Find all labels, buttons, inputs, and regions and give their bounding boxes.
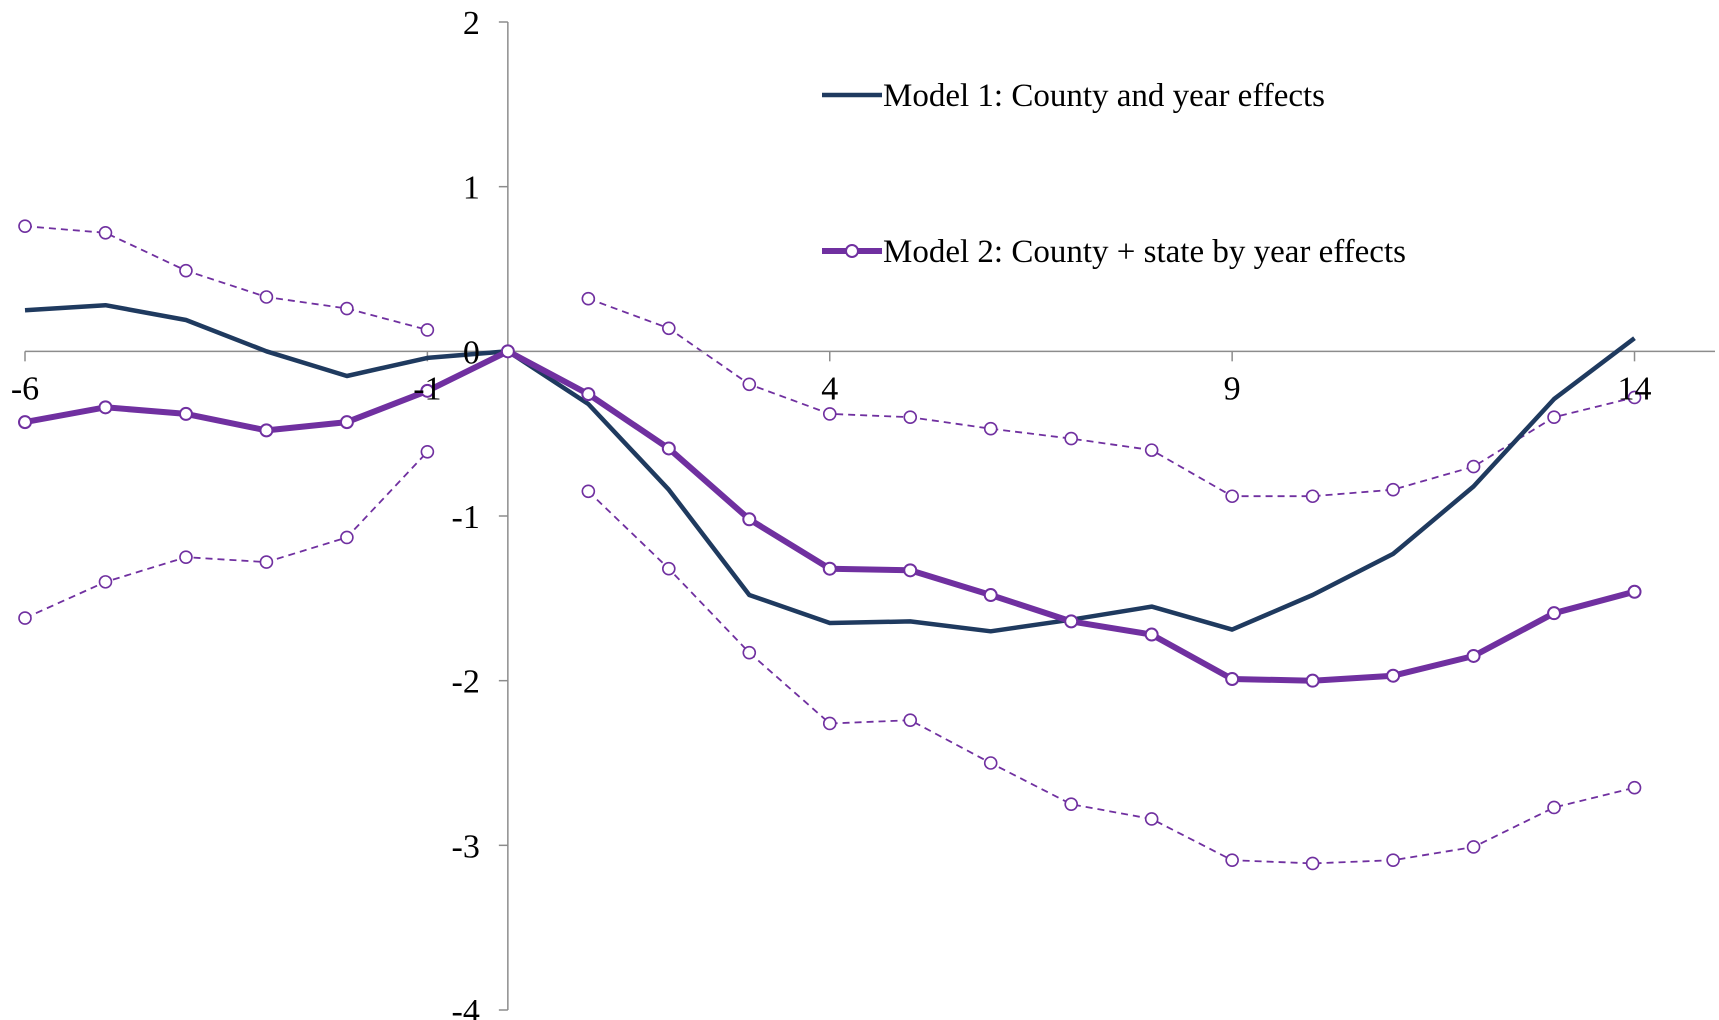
confidence-bound-line <box>587 297 1635 498</box>
x-tick-label: 4 <box>821 370 838 407</box>
confidence-bound-point <box>1064 797 1078 811</box>
confidence-bound-point <box>340 530 354 545</box>
series-point-model-2 <box>1466 648 1481 663</box>
x-tick-label: -1 <box>413 370 441 407</box>
confidence-bound-point <box>822 407 837 421</box>
confidence-bound-point <box>1144 812 1159 826</box>
series-point-model-2 <box>903 563 918 578</box>
y-tick-label: 2 <box>463 5 480 42</box>
confidence-bound-point <box>1547 410 1561 425</box>
confidence-bound-point <box>98 225 113 240</box>
confidence-bound-point <box>903 410 918 425</box>
series-point-model-2 <box>983 588 998 603</box>
series-point-model-2 <box>581 387 596 402</box>
series-point-model-2 <box>1386 668 1401 683</box>
series-point-model-2 <box>661 441 676 456</box>
series-point-model-2 <box>259 423 274 438</box>
confidence-bound-point <box>1305 856 1320 871</box>
confidence-bound-point <box>1466 840 1481 854</box>
confidence-bound-line <box>24 225 428 331</box>
confidence-bound-point <box>340 301 354 316</box>
confidence-bound-point <box>98 575 113 589</box>
series-point-model-2 <box>1627 584 1642 599</box>
series-lines <box>18 302 1642 688</box>
confidence-bound-point <box>1225 489 1239 504</box>
y-tick-label: -4 <box>452 993 480 1020</box>
series-point-model-2 <box>1547 606 1562 621</box>
confidence-bound-line <box>587 490 1635 865</box>
confidence-bound-point <box>983 756 998 770</box>
confidence-bound-point <box>1627 780 1642 795</box>
confidence-interval-layer <box>18 219 1642 871</box>
legend-swatch-marker <box>845 244 859 258</box>
axes <box>24 21 1715 1011</box>
confidence-bound-point <box>581 291 596 306</box>
series-point-model-2 <box>1064 614 1079 629</box>
confidence-bound-point <box>1225 853 1239 867</box>
x-tick-label: 9 <box>1224 370 1241 407</box>
confidence-bound-point <box>259 555 274 569</box>
confidence-bound-point <box>903 713 918 727</box>
confidence-bound-point <box>420 444 435 459</box>
confidence-bound-line <box>24 451 429 619</box>
confidence-bound-point <box>18 219 32 233</box>
y-tick-label: -1 <box>452 499 480 536</box>
series-line-model-1 <box>24 302 1636 634</box>
confidence-bound-point <box>420 323 435 337</box>
confidence-bound-point <box>581 484 596 499</box>
confidence-bound-point <box>1386 853 1400 867</box>
confidence-bound-point <box>1466 459 1481 474</box>
series-point-model-2 <box>742 512 757 527</box>
x-tick-label: -6 <box>11 370 39 407</box>
confidence-bound-point <box>742 645 757 660</box>
confidence-bound-point <box>662 561 676 576</box>
confidence-bound-point <box>1064 431 1078 446</box>
series-point-model-2 <box>420 383 435 398</box>
tick-labels: -6 -1 4 9 14 2 1 0 -1 -2 -3 -4 <box>11 5 1652 1020</box>
y-tick-label: -3 <box>452 828 480 865</box>
y-tick-label: 0 <box>463 334 480 371</box>
legend-label: Model 2: County + state by year effects <box>883 234 1406 270</box>
confidence-bound-point <box>179 263 193 278</box>
confidence-bound-point <box>662 321 676 336</box>
confidence-bound-point <box>179 550 193 564</box>
y-tick-label: 1 <box>463 170 480 207</box>
confidence-bound-point <box>822 716 837 731</box>
series-point-model-2 <box>822 561 837 576</box>
confidence-bound-point <box>1547 800 1561 815</box>
legend: Model 1: County and year effects Model 2:… <box>822 78 1406 270</box>
confidence-bound-point <box>1627 390 1642 405</box>
x-tick-label: 14 <box>1618 370 1652 407</box>
series-point-model-2 <box>98 400 113 415</box>
series-point-model-2 <box>178 406 193 421</box>
series-point-model-2 <box>18 415 32 430</box>
series-point-model-2 <box>1144 627 1159 642</box>
confidence-bound-point <box>1305 489 1320 504</box>
series-point-model-2 <box>500 344 515 359</box>
confidence-bound-point <box>742 377 757 392</box>
series-point-model-2 <box>1305 673 1320 688</box>
y-tick-label: -2 <box>452 664 480 701</box>
confidence-bound-point <box>1144 443 1159 457</box>
confidence-bound-point <box>18 611 32 625</box>
series-point-model-2 <box>1225 672 1240 687</box>
confidence-bound-point <box>259 290 274 304</box>
confidence-bound-point <box>1386 482 1400 497</box>
series-point-model-2 <box>339 415 354 430</box>
confidence-bound-point <box>983 421 998 436</box>
legend-label: Model 1: County and year effects <box>883 78 1325 114</box>
